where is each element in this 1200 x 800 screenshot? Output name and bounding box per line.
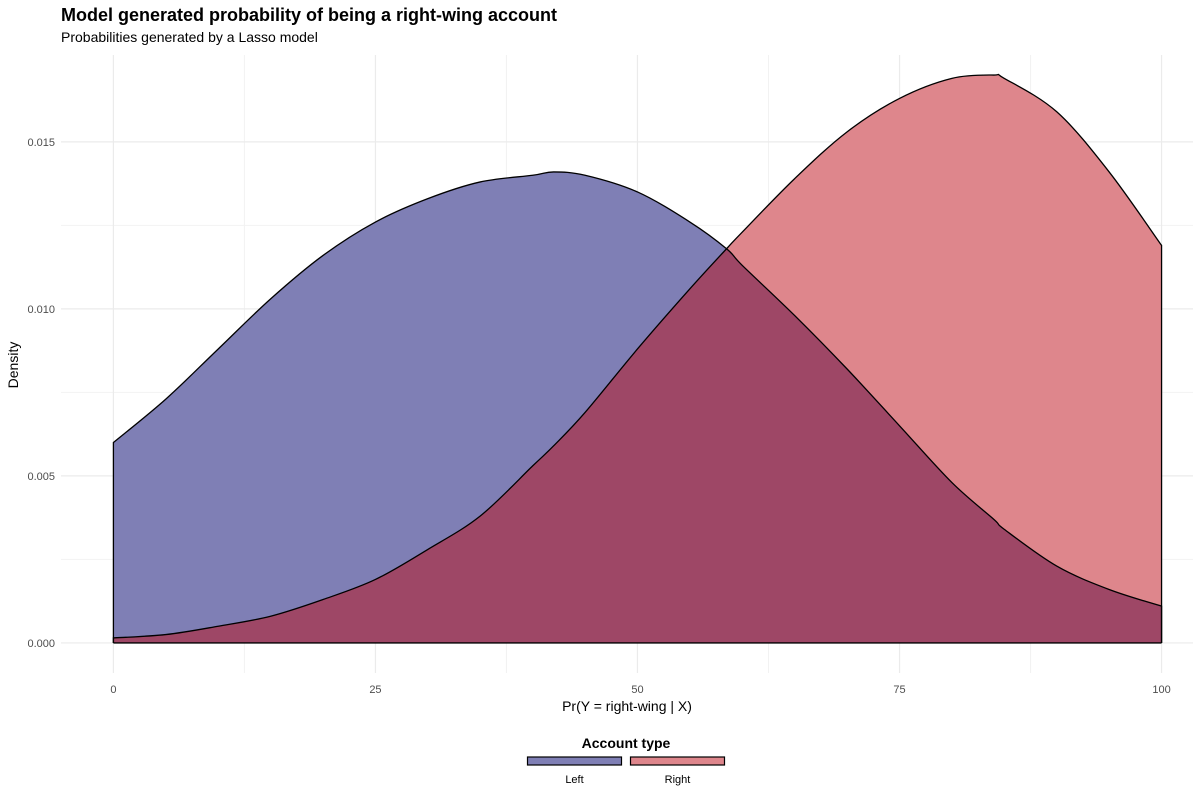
y-tick-label-3: 0.015 [27, 137, 55, 149]
y-tick-label-0: 0.000 [27, 638, 55, 650]
legend-key-right [629, 756, 726, 766]
density-outline-left [112, 171, 1163, 643]
x-tick-label-2: 50 [631, 684, 643, 696]
legend: Account type Left Right [526, 735, 726, 786]
x-axis-title: Pr(Y = right-wing | X) [562, 698, 692, 714]
x-tick-label-4: 100 [1152, 684, 1170, 696]
legend-label-right: Right [665, 774, 691, 786]
y-tick-label-2: 0.010 [27, 304, 55, 316]
y-axis-title: Density [5, 342, 21, 389]
y-tick-label-1: 0.005 [27, 471, 55, 483]
x-tick-label-3: 75 [893, 684, 905, 696]
density-outline-right [112, 73, 1163, 643]
legend-label-left: Left [565, 774, 583, 786]
x-tick-label-0: 0 [110, 684, 116, 696]
legend-title: Account type [582, 735, 671, 751]
x-tick-label-1: 25 [369, 684, 381, 696]
chart-subtitle: Probabilities generated by a Lasso model [61, 29, 318, 45]
x-axis-ticks: 0 25 50 75 100 [110, 684, 1170, 696]
density-areas [112, 73, 1163, 644]
legend-key-left [526, 756, 623, 766]
chart-title: Model generated probability of being a r… [61, 5, 558, 25]
y-axis-ticks: 0.000 0.005 0.010 0.015 [27, 137, 55, 650]
